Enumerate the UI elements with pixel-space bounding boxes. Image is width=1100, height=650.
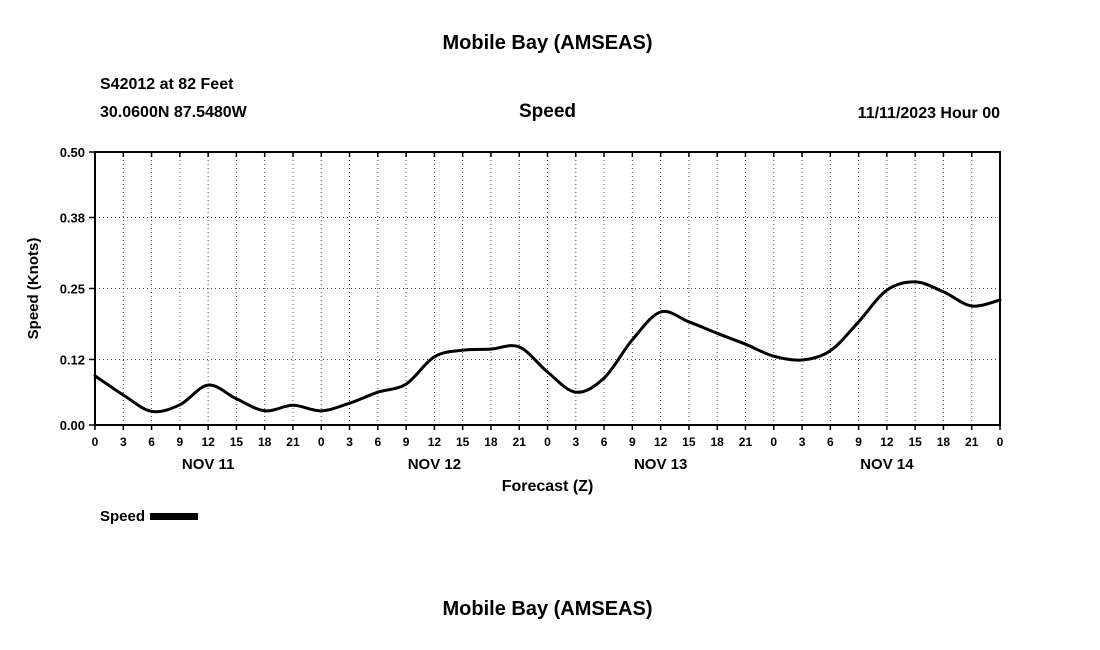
station-coordinates-label: 30.0600N 87.5480W xyxy=(100,104,247,121)
x-tick-label: 0 xyxy=(997,435,1004,449)
y-tick-label: 0.00 xyxy=(60,418,85,433)
y-tick-label: 0.50 xyxy=(60,145,85,160)
x-tick-label: 18 xyxy=(711,435,725,449)
x-tick-label: 6 xyxy=(827,435,834,449)
x-tick-label: 3 xyxy=(799,435,806,449)
plot-border xyxy=(94,151,1001,426)
x-tick-label: 3 xyxy=(572,435,579,449)
x-tick-label: 18 xyxy=(937,435,951,449)
x-tick-label: 15 xyxy=(230,435,244,449)
x-tick-label: 12 xyxy=(880,435,894,449)
x-tick-label: 9 xyxy=(403,435,410,449)
chart-legend: Speed xyxy=(100,508,199,525)
x-tick-label: 9 xyxy=(177,435,184,449)
x-tick-label: 15 xyxy=(456,435,470,449)
page-title: Mobile Bay (AMSEAS) xyxy=(442,32,653,54)
x-tick-label: 12 xyxy=(201,435,215,449)
x-tick-label: 9 xyxy=(855,435,862,449)
day-label: NOV 13 xyxy=(634,456,687,473)
day-label: NOV 14 xyxy=(860,456,914,473)
forecast-datetime-label: 11/11/2023 Hour 00 xyxy=(857,105,1000,122)
station-id-label: S42012 at 82 Feet xyxy=(100,76,234,93)
x-tick-label: 21 xyxy=(965,435,979,449)
next-chart-title: Mobile Bay (AMSEAS) xyxy=(442,598,653,620)
plot-subtitle: Speed xyxy=(518,101,577,122)
x-tick-label: 18 xyxy=(484,435,498,449)
legend-series-label: Speed xyxy=(100,508,146,525)
x-tick-label: 12 xyxy=(654,435,668,449)
x-tick-label: 15 xyxy=(682,435,696,449)
x-tick-label: 9 xyxy=(629,435,636,449)
x-tick-label: 21 xyxy=(513,435,527,449)
day-label: NOV 12 xyxy=(408,456,461,473)
y-axis-title: Speed (Knots) xyxy=(25,238,42,340)
x-tick-label: 6 xyxy=(148,435,155,449)
x-tick-label: 15 xyxy=(908,435,922,449)
x-tick-label: 3 xyxy=(346,435,353,449)
x-axis-title: Forecast (Z) xyxy=(501,478,594,495)
y-tick-label: 0.25 xyxy=(60,282,85,297)
y-tick-label: 0.38 xyxy=(60,211,85,226)
x-tick-label: 0 xyxy=(770,435,777,449)
y-tick-label: 0.12 xyxy=(60,352,85,367)
x-tick-label: 18 xyxy=(258,435,272,449)
x-tick-label: 0 xyxy=(318,435,325,449)
x-tick-label: 0 xyxy=(544,435,551,449)
x-tick-label: 12 xyxy=(428,435,442,449)
legend-line-swatch xyxy=(150,513,199,520)
x-tick-label: 6 xyxy=(374,435,381,449)
x-tick-label: 0 xyxy=(92,435,99,449)
x-tick-label: 3 xyxy=(120,435,127,449)
x-tick-label: 21 xyxy=(739,435,753,449)
x-tick-label: 21 xyxy=(286,435,300,449)
day-label: NOV 11 xyxy=(182,456,235,473)
speed-series-line xyxy=(93,280,1002,414)
x-tick-label: 6 xyxy=(601,435,608,449)
